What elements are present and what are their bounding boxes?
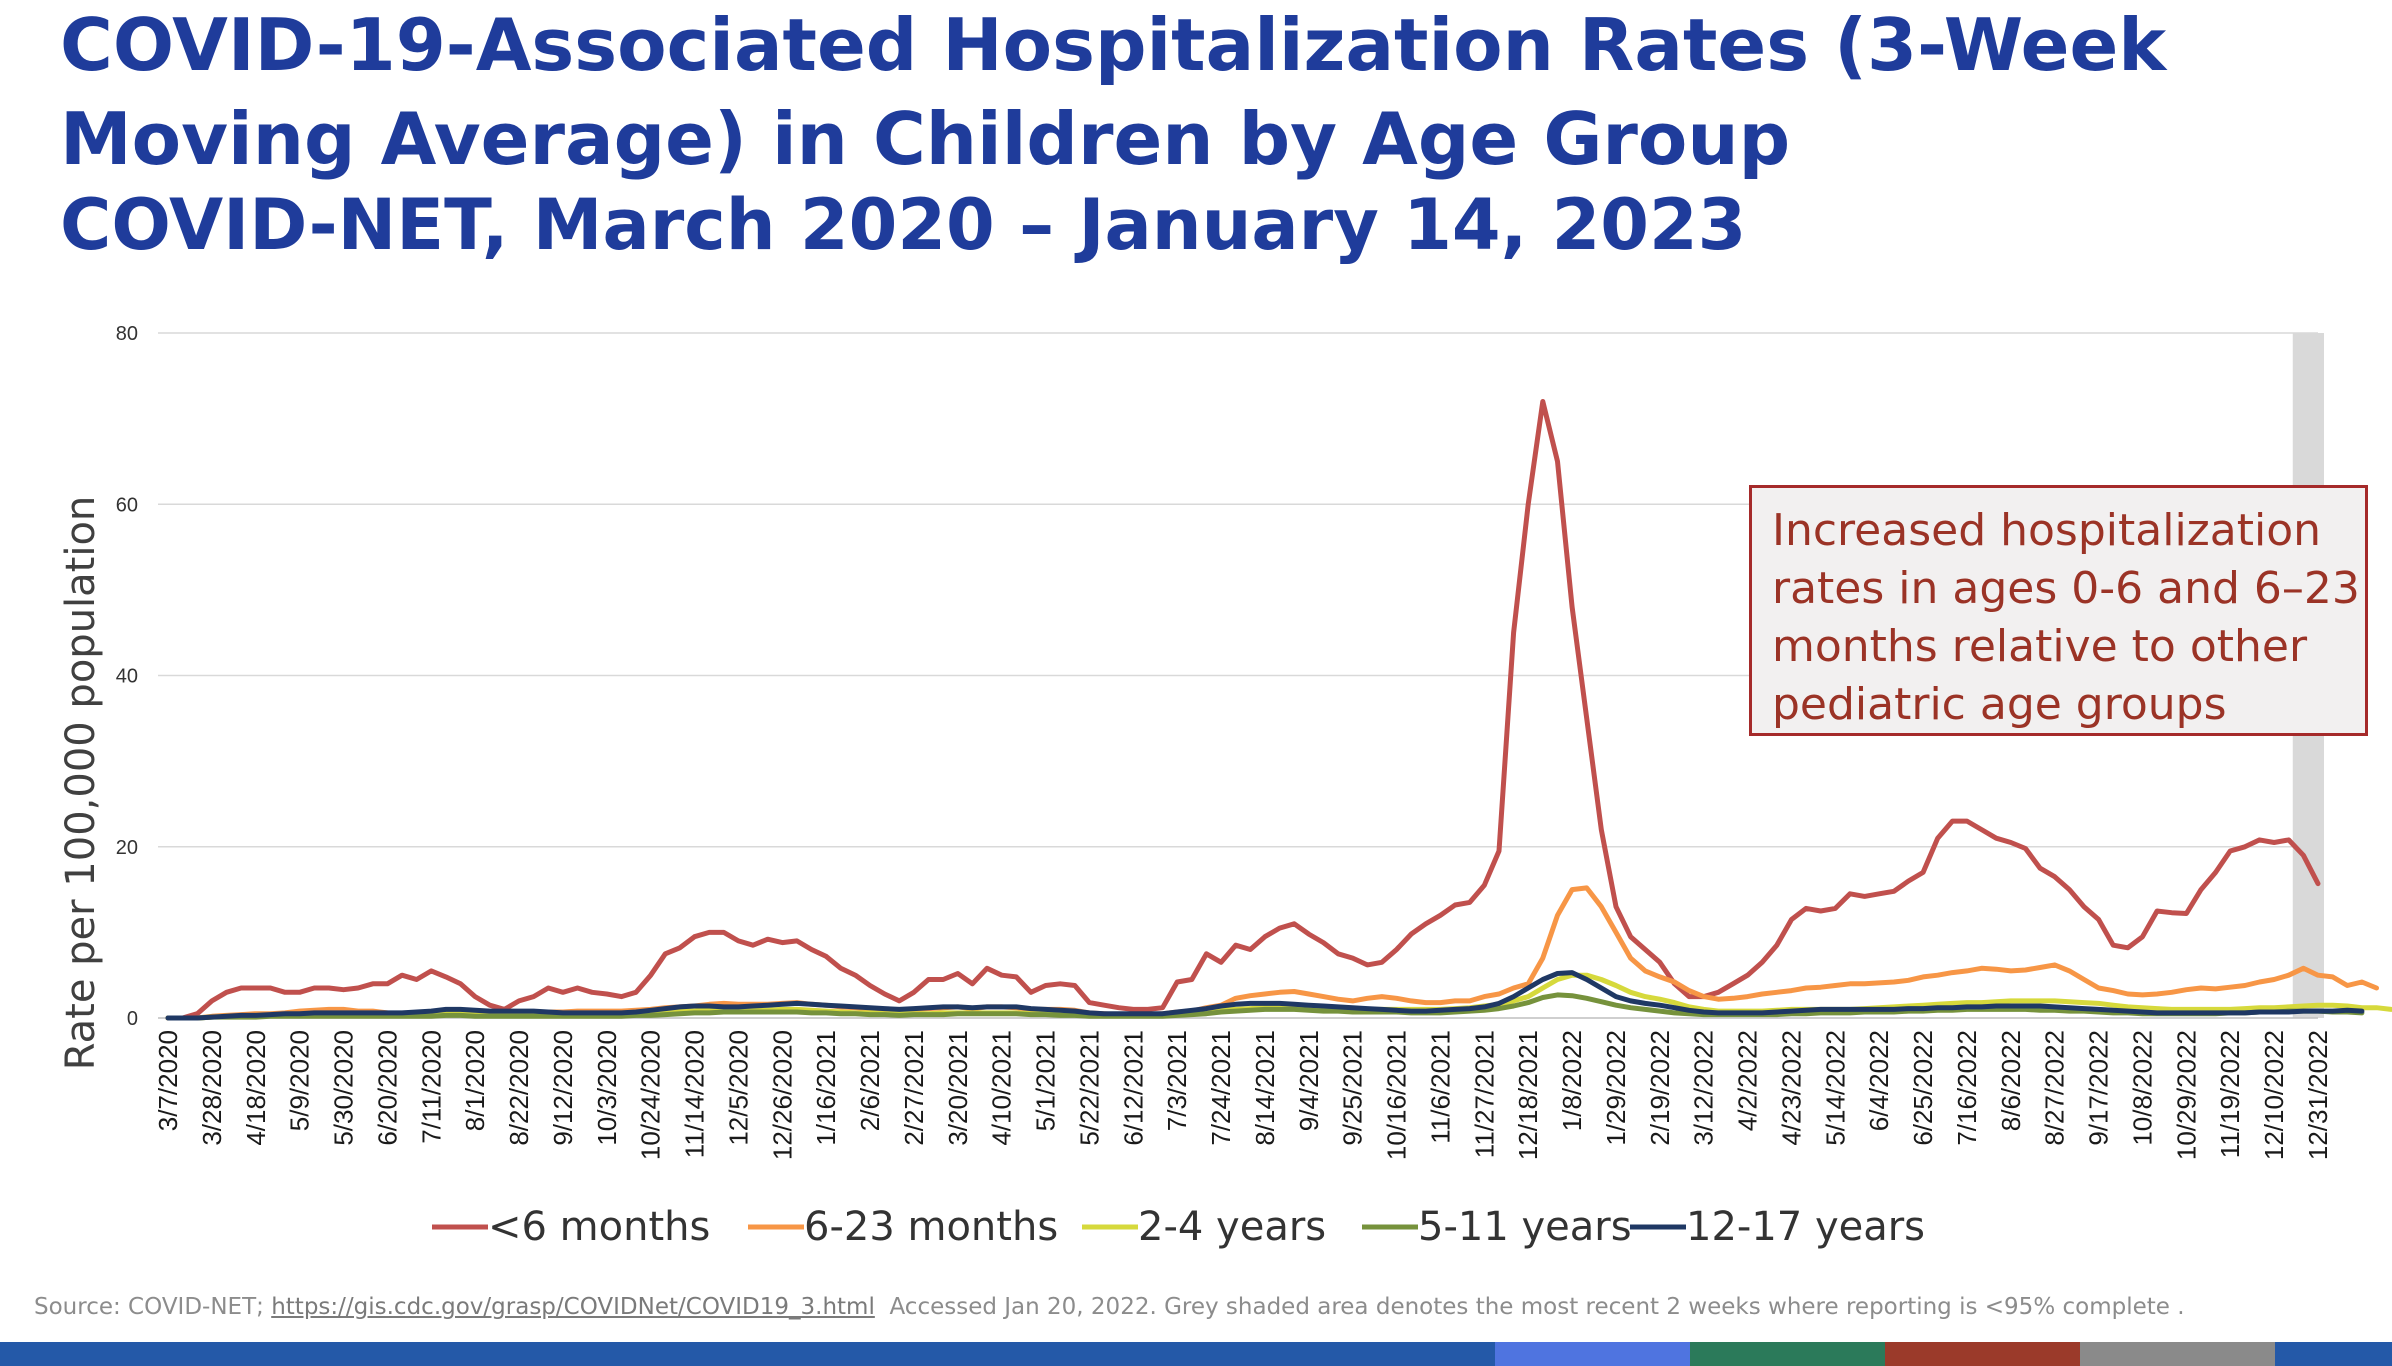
- x-tick-label: 10/3/2020: [592, 1030, 622, 1146]
- footer-color-segment: [2275, 1342, 2392, 1366]
- x-tick-labels: 3/7/2020 3/28/2020 4/18/2020 5/9/2020 5/30/2…: [153, 1030, 2333, 1160]
- x-tick-label: 6/20/2020: [372, 1030, 402, 1146]
- x-tick-label: 12/26/2020: [767, 1030, 797, 1160]
- legend-label: 6-23 months: [804, 1204, 1058, 1250]
- x-tick-label: 10/8/2022: [2127, 1030, 2157, 1146]
- x-tick-label: 12/18/2021: [1513, 1030, 1543, 1160]
- y-tick-label: 40: [116, 666, 138, 688]
- x-tick-label: 8/27/2022: [2040, 1030, 2070, 1146]
- x-tick-label: 9/25/2021: [1338, 1030, 1368, 1146]
- footer-color-segment: [1690, 1342, 1885, 1366]
- y-tick-label: 60: [116, 494, 138, 516]
- source-suffix: Accessed Jan 20, 2022. Grey shaded area …: [889, 1294, 2185, 1320]
- hospitalization-line-chart: 0 20 40 60 80 3/7/2020 3/28/2020 4/18/2020 5/9/…: [58, 323, 2392, 1250]
- x-tick-label: 11/14/2020: [680, 1030, 710, 1158]
- x-tick-label: 5/14/2022: [1820, 1030, 1850, 1146]
- x-tick-label: 10/29/2022: [2171, 1030, 2201, 1160]
- x-tick-label: 12/5/2020: [723, 1030, 753, 1146]
- y-tick-label: 0: [127, 1008, 138, 1030]
- x-tick-label: 11/6/2021: [1425, 1030, 1455, 1144]
- x-tick-label: 4/23/2022: [1776, 1030, 1806, 1146]
- legend: <6 months 6-23 months 2-4 years 5-11 years 1…: [432, 1204, 1925, 1250]
- x-tick-label: 9/17/2022: [2084, 1030, 2114, 1146]
- source-note: Source: COVID-NET; https://gis.cdc.gov/g…: [34, 1294, 2185, 1320]
- x-tick-label: 2/6/2021: [855, 1030, 885, 1131]
- x-tick-label: 9/4/2021: [1294, 1030, 1324, 1131]
- x-tick-label: 4/2/2022: [1733, 1030, 1763, 1131]
- x-tick-label: 5/1/2021: [1031, 1030, 1061, 1131]
- y-tick-label: 80: [116, 323, 138, 345]
- x-tick-label: 10/24/2020: [636, 1030, 666, 1160]
- source-prefix: Source: COVID-NET;: [34, 1294, 264, 1320]
- series-line-5-11-years: [165, 992, 2365, 1021]
- x-tick-label: 7/11/2020: [416, 1030, 446, 1144]
- series-lines: [165, 399, 2392, 1021]
- x-tick-label: 12/31/2022: [2303, 1030, 2333, 1160]
- x-tick-label: 10/16/2021: [1382, 1030, 1412, 1160]
- legend-label: 2-4 years: [1138, 1204, 1326, 1250]
- x-tick-label: 6/25/2022: [1908, 1030, 1938, 1146]
- x-tick-label: 9/12/2020: [548, 1030, 578, 1146]
- x-tick-label: 11/19/2022: [2215, 1030, 2245, 1158]
- x-tick-label: 3/20/2021: [943, 1030, 973, 1146]
- footer-color-segment: [1495, 1342, 1690, 1366]
- x-tick-label: 6/4/2022: [1864, 1030, 1894, 1131]
- x-tick-label: 8/6/2022: [1996, 1030, 2026, 1131]
- x-tick-label: 2/19/2022: [1645, 1030, 1675, 1146]
- y-tick-label: 20: [116, 837, 138, 859]
- x-tick-label: 7/16/2022: [1952, 1030, 1982, 1146]
- x-tick-label: 3/7/2020: [153, 1030, 183, 1131]
- chart-title: COVID-19-Associated Hospitalization Rate…: [60, 3, 2167, 181]
- x-tick-label: 11/27/2021: [1469, 1030, 1499, 1158]
- x-tick-label: 5/22/2021: [1074, 1030, 1104, 1146]
- legend-label: 5-11 years: [1418, 1204, 1632, 1250]
- x-tick-label: 7/3/2021: [1162, 1030, 1192, 1131]
- footer-color-segment: [1885, 1342, 2080, 1366]
- x-tick-label: 4/10/2021: [987, 1030, 1017, 1146]
- x-tick-label: 8/1/2020: [460, 1030, 490, 1131]
- y-tick-labels: 0 20 40 60 80: [116, 323, 138, 1030]
- x-tick-label: 2/27/2021: [899, 1030, 929, 1146]
- series-line-6-months: [165, 399, 2321, 1021]
- source-link[interactable]: https://gis.cdc.gov/grasp/COVIDNet/COVID…: [271, 1294, 875, 1320]
- y-axis-label: Rate per 100,000 population: [58, 496, 104, 1071]
- series-line-12-17-years: [165, 970, 2365, 1021]
- footer-color-segment: [2080, 1342, 2275, 1366]
- x-tick-label: 7/24/2021: [1206, 1030, 1236, 1146]
- x-tick-label: 6/12/2021: [1118, 1030, 1148, 1146]
- annotation-box: Increased hospitalization rates in ages …: [1749, 485, 2368, 736]
- chart-subtitle: COVID-NET, March 2020 – January 14, 2023: [60, 184, 1747, 266]
- x-tick-label: 12/10/2022: [2259, 1030, 2289, 1160]
- x-tick-label: 8/14/2021: [1250, 1030, 1280, 1146]
- x-tick-label: 1/29/2022: [1601, 1030, 1631, 1146]
- x-tick-label: 3/12/2022: [1689, 1030, 1719, 1146]
- legend-label: 12-17 years: [1686, 1204, 1925, 1250]
- x-tick-label: 5/30/2020: [329, 1030, 359, 1146]
- legend-label: <6 months: [488, 1204, 710, 1250]
- x-tick-label: 1/8/2022: [1557, 1030, 1587, 1131]
- x-tick-label: 1/16/2021: [811, 1030, 841, 1146]
- footer-color-segment: [0, 1342, 1495, 1366]
- x-tick-label: 5/9/2020: [285, 1030, 315, 1131]
- x-tick-label: 8/22/2020: [504, 1030, 534, 1146]
- x-tick-label: 3/28/2020: [197, 1030, 227, 1146]
- x-tick-label: 4/18/2020: [241, 1030, 271, 1146]
- footer-color-bar: [0, 1342, 2392, 1366]
